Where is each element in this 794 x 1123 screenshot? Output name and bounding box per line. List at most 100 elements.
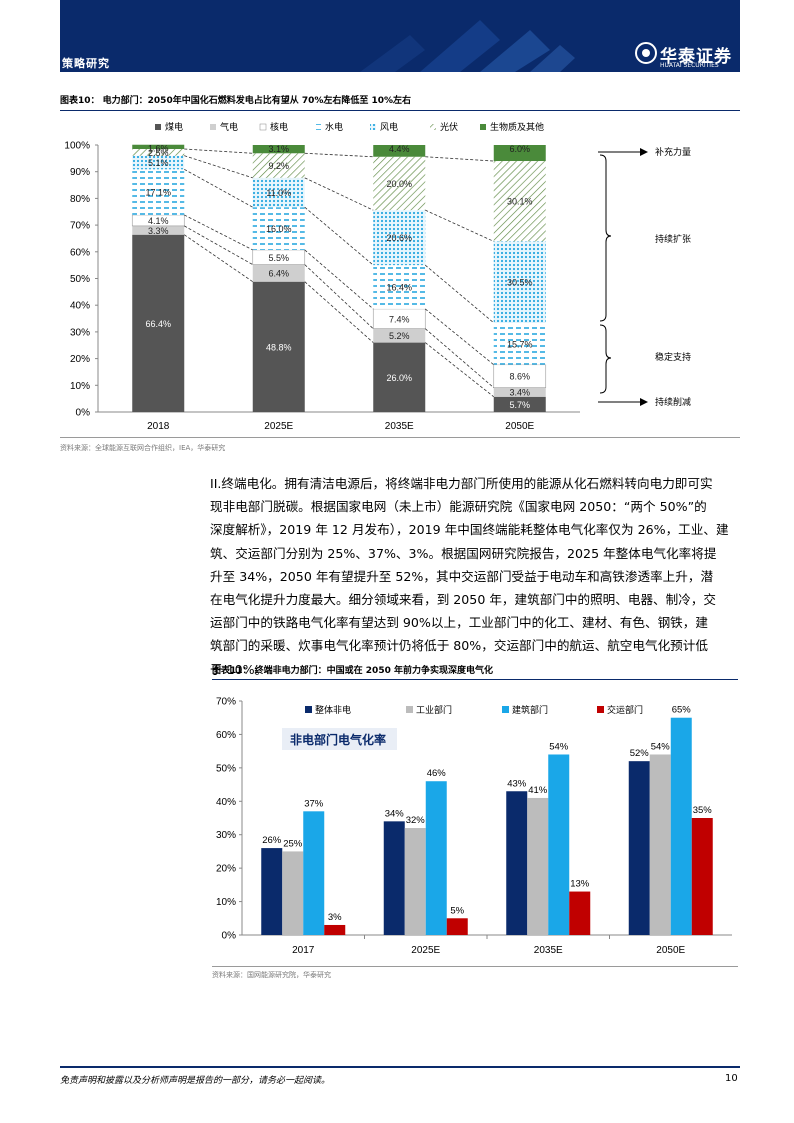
page-number: 10 [725,1073,738,1084]
connector-line [425,157,494,161]
data-label: 16.0% [266,224,292,234]
connector-line [184,169,253,207]
legend-label: 核电 [270,121,288,132]
y-tick-label: 10% [216,897,236,908]
data-label: 6.4% [268,269,289,279]
bar [447,918,468,935]
data-label: 30.1% [507,197,533,207]
data-label: 15.7% [507,339,533,349]
figure11-bottom-rule [212,966,738,967]
data-label: 66.4% [145,319,171,329]
y-tick-label: 50% [216,763,236,774]
bar [405,828,426,935]
legend-swatch [315,124,321,130]
paragraph-line: 筑、交运部门分别为 25%、37%、3%。根据国网研究院报告，2025 年整体电… [210,542,738,565]
legend-label: 建筑部门 [512,704,548,715]
y-tick-label: 100% [64,141,90,152]
annotation-brace [600,325,611,393]
connector-line [184,235,253,282]
legend-swatch [597,706,604,713]
bar [527,798,548,935]
footer-disclaimer: 免责声明和披露以及分析师声明是报告的一部分，请务必一起阅读。 [60,1073,330,1086]
inner-label: 非电部门电气化率 [290,732,386,747]
connector-line [425,265,494,323]
connector-line [184,149,253,153]
data-label: 8.6% [509,372,530,382]
y-tick-label: 20% [216,864,236,875]
data-label: 5.2% [389,331,410,341]
legend-label: 气电 [220,121,238,132]
annotation-label: 持续削减 [655,396,691,407]
bar [629,761,650,935]
huatai-logo-icon [635,42,657,64]
data-label: 3.1% [268,144,289,154]
data-label: 3% [328,912,342,923]
y-tick-label: 30% [216,830,236,841]
y-tick-label: 40% [216,797,236,808]
data-label: 52% [630,748,650,759]
y-tick-label: 40% [70,301,90,312]
legend-swatch [260,124,266,130]
paragraph-line: 筑部门的采暖、炊事电气化率预计仍将低于 80%，交运部门中的航运、航空电气化预计… [210,634,738,657]
bar [650,754,671,935]
y-tick-label: 70% [70,221,90,232]
legend-swatch [210,124,216,130]
legend-label: 交运部门 [607,704,643,715]
data-label: 37% [304,798,324,809]
x-tick-label: 2018 [147,421,170,432]
paragraph-line: 现非电部门脱碳。根据国家电网（未上市）能源研究院《国家电网 2050：“两个 5… [210,495,738,518]
paragraph-line: 升至 34%，2050 年有望提升至 52%，其中交运部门受益于电动车和高铁渗透… [210,565,738,588]
annotation-label: 稳定支持 [655,351,691,362]
connector-line [305,282,374,343]
connector-line [305,153,374,156]
bar [548,754,569,935]
legend-swatch [155,124,161,130]
data-label: 46% [427,768,447,779]
body-paragraph: II.终端电化。拥有清洁电源后，将终端非电力部门所使用的能源从化石燃料转向电力即… [210,472,738,681]
annotation-brace [600,155,611,321]
connector-line [305,250,374,309]
arrow-head [640,148,648,156]
figure11-chart: 0%10%20%30%40%50%60%70%整体非电 工业部门 建筑部门 交运部门非… [212,684,738,964]
y-tick-label: 60% [70,247,90,258]
data-label: 48.8% [266,342,292,352]
y-tick-label: 20% [70,354,90,365]
connector-line [305,265,374,329]
figure11-source: 资料来源：国网能源研究院，华泰研究 [212,970,331,980]
x-tick-label: 2017 [292,945,315,956]
paragraph-line: 在电气化提升力度最大。细分领域来看，到 2050 年，建筑部门中的照明、电器、制… [210,588,738,611]
connector-line [184,215,253,250]
y-tick-label: 0% [222,931,237,942]
legend-swatch [305,706,312,713]
bar [569,892,590,935]
data-label: 5.7% [509,400,530,410]
x-tick-label: 2035E [385,421,414,432]
connector-line [425,309,494,365]
legend-label: 整体非电 [315,704,351,715]
data-label: 43% [507,778,527,789]
figure11-title: 图表11： 终端非电力部门：中国或在 2050 年前力争实现深度电气化 [212,663,493,676]
footer-rule [60,1066,740,1068]
legend-swatch [370,124,376,130]
data-label: 26% [262,835,282,846]
connector-line [305,178,374,210]
data-label: 3.3% [148,226,169,236]
data-label: 41% [528,785,548,796]
data-label: 65% [672,705,692,716]
y-tick-label: 50% [70,274,90,285]
data-label: 16.4% [386,283,412,293]
bar [282,851,303,935]
paragraph-line: 运部门中的铁路电气化率有望达到 90%以上，工业部门中的化工、建材、有色、钢铁，… [210,611,738,634]
connector-line [184,226,253,265]
data-label: 32% [406,815,426,826]
legend-label: 风电 [380,121,398,132]
y-tick-label: 80% [70,194,90,205]
data-label: 34% [385,808,405,819]
data-label: 54% [651,741,671,752]
y-tick-label: 90% [70,167,90,178]
figure10-top-rule [60,110,740,111]
connector-line [305,207,374,265]
bar [506,791,527,935]
data-label: 11.0% [266,188,291,198]
figure10-bottom-rule [60,437,740,438]
